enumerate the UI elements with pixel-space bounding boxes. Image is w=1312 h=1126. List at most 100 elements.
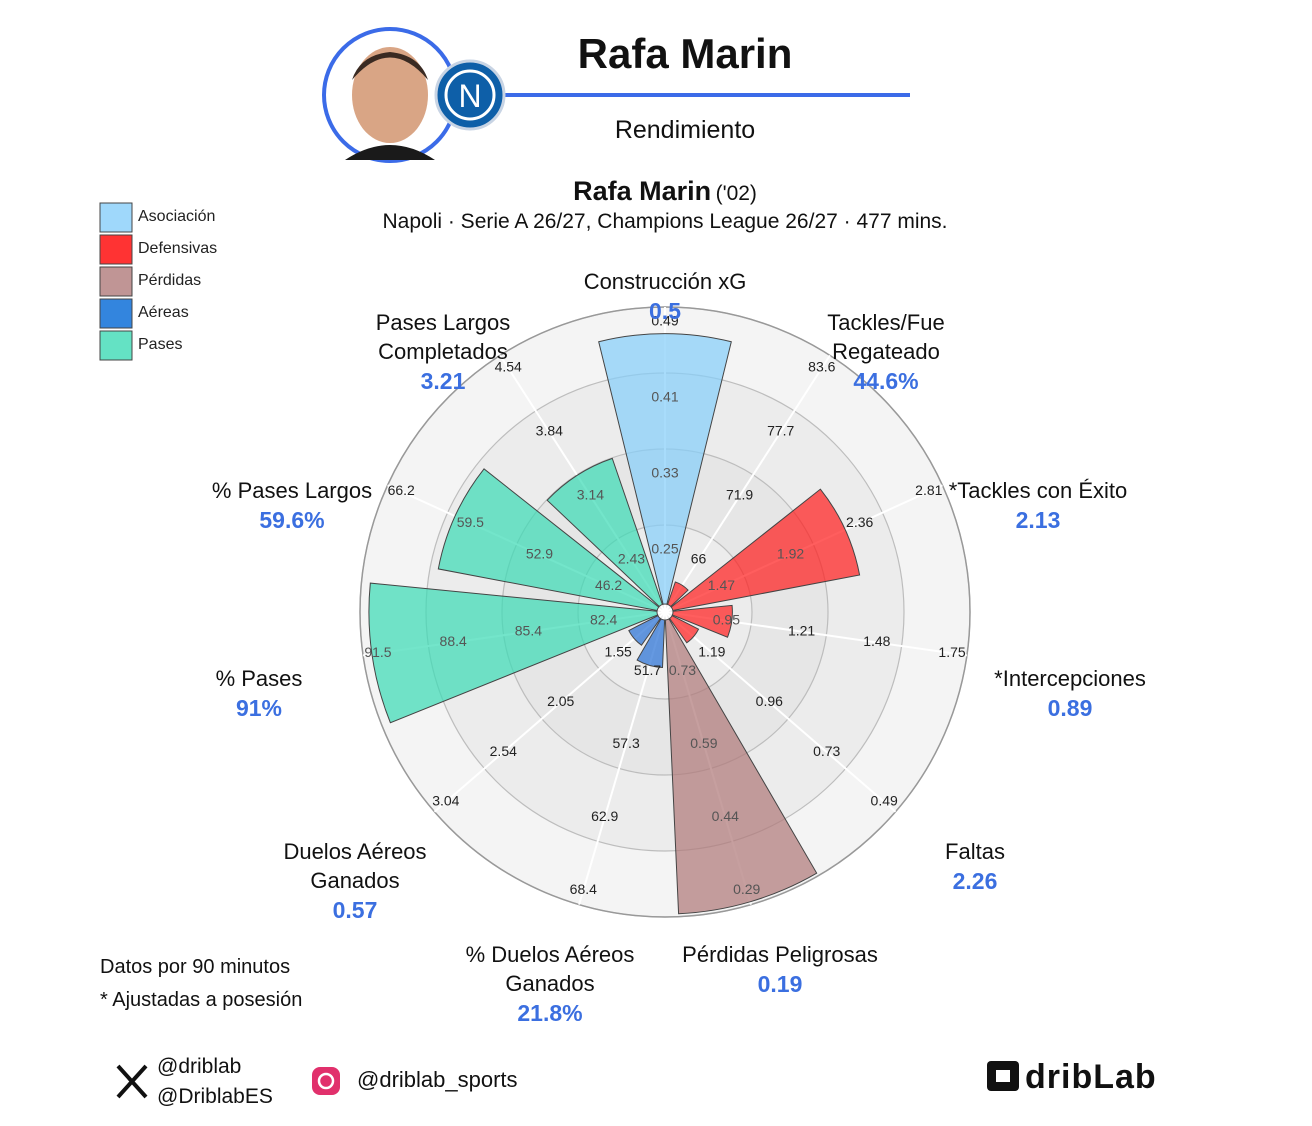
category-label: Duelos Aéreos Ganados bbox=[283, 839, 427, 893]
chart-subtitle: Napoli · Serie A 26/27, Champions League… bbox=[382, 210, 948, 233]
category-label: Faltas bbox=[945, 839, 1005, 864]
instagram-icon bbox=[312, 1067, 340, 1095]
player-shirt bbox=[345, 145, 435, 160]
bar bbox=[671, 604, 733, 638]
category-label: Tackles/Fue Regateado bbox=[827, 310, 945, 364]
note: * Ajustadas a posesión bbox=[100, 989, 303, 1011]
r-tick-label: 1.92 bbox=[777, 545, 804, 561]
r-tick-label: 91.5 bbox=[364, 644, 391, 660]
r-tick-label: 1.21 bbox=[788, 622, 815, 638]
category-label: Pases Largos Completados bbox=[375, 310, 511, 364]
value-label: 3.21 bbox=[420, 368, 466, 394]
value-label: 0.19 bbox=[757, 971, 803, 997]
r-tick-label: 3.04 bbox=[432, 793, 459, 809]
r-tick-label: 2.05 bbox=[547, 693, 574, 709]
r-tick-label: 0.59 bbox=[690, 735, 717, 751]
legend-label: Pases bbox=[138, 336, 182, 353]
bar bbox=[636, 618, 666, 668]
bar bbox=[670, 488, 861, 612]
x-handle: @driblab bbox=[157, 1055, 242, 1078]
value-label: 0.89 bbox=[1047, 695, 1093, 721]
value-label: 44.6% bbox=[853, 368, 919, 394]
legend-label: Aéreas bbox=[138, 304, 189, 321]
bar bbox=[546, 457, 664, 608]
bar bbox=[668, 614, 700, 644]
player-hair bbox=[352, 52, 428, 80]
legend-label: Defensivas bbox=[138, 240, 217, 257]
r-tick-label: 57.3 bbox=[612, 735, 639, 751]
value-label: 21.8% bbox=[517, 1000, 583, 1026]
r-tick-label: 62.9 bbox=[591, 808, 618, 824]
r-tick-label: 0.73 bbox=[813, 743, 840, 759]
r-tick-label: 0.49 bbox=[871, 793, 898, 809]
r-tick-label: 77.7 bbox=[767, 423, 794, 439]
r-tick-label: 1.47 bbox=[708, 577, 735, 593]
legend-swatch bbox=[99, 298, 133, 329]
legend-swatch bbox=[99, 266, 133, 297]
r-tick-label: 68.4 bbox=[570, 881, 597, 897]
r-tick-label: 1.48 bbox=[863, 633, 890, 649]
x-handle: @DriblabES bbox=[157, 1085, 273, 1108]
spoke bbox=[664, 354, 831, 613]
brand-icon-inner bbox=[996, 1070, 1010, 1082]
value-label: 2.13 bbox=[1015, 507, 1061, 533]
r-tick-label: 1.19 bbox=[698, 643, 725, 659]
r-tick-label: 2.43 bbox=[618, 551, 645, 567]
category-label: % Pases bbox=[215, 666, 303, 691]
spoke bbox=[664, 611, 897, 813]
category-label: Construcción xG bbox=[583, 269, 747, 294]
club-badge-ring bbox=[444, 69, 496, 121]
r-tick-label: 83.6 bbox=[808, 359, 835, 375]
r-tick-label: 66.2 bbox=[388, 482, 415, 498]
r-tick-label: 2.36 bbox=[846, 514, 873, 530]
value-label: 59.6% bbox=[259, 507, 325, 533]
r-tick-label: 88.4 bbox=[440, 633, 467, 649]
legend-swatch bbox=[99, 202, 133, 233]
r-tick-label: 3.14 bbox=[577, 487, 604, 503]
legend-swatch bbox=[99, 234, 133, 265]
r-tick-label: 52.9 bbox=[526, 545, 553, 561]
category-label: *Intercepciones bbox=[994, 666, 1146, 691]
r-tick-label: 0.73 bbox=[669, 662, 696, 678]
r-tick-label: 0.44 bbox=[712, 808, 739, 824]
legend-label: Asociación bbox=[138, 208, 215, 225]
value-label: 2.26 bbox=[952, 868, 998, 894]
r-tick-label: 46.2 bbox=[595, 577, 622, 593]
r-tick-label: 1.55 bbox=[605, 643, 632, 659]
bar bbox=[628, 614, 662, 646]
value-label: 0.5 bbox=[649, 298, 681, 324]
r-tick-label: 0.96 bbox=[756, 693, 783, 709]
category-label: *Tackles con Éxito bbox=[948, 478, 1128, 503]
value-label: 91% bbox=[235, 695, 283, 721]
r-tick-label: 59.5 bbox=[457, 514, 484, 530]
r-tick-label: 71.9 bbox=[726, 487, 753, 503]
note: Datos por 90 minutos bbox=[100, 956, 291, 978]
chart-title-suffix: ('02) bbox=[715, 182, 757, 205]
value-label: 0.57 bbox=[332, 897, 378, 923]
x-icon bbox=[116, 1064, 148, 1099]
r-tick-label: 0.33 bbox=[651, 465, 678, 481]
r-tick-label: 0.95 bbox=[713, 612, 740, 628]
club-badge-letter: N bbox=[458, 78, 481, 114]
brand-logo: dribLab bbox=[1025, 1058, 1157, 1096]
chart-title: Rafa Marin bbox=[573, 176, 712, 206]
category-label: % Duelos Aéreos Ganados bbox=[465, 942, 635, 996]
r-tick-label: 1.75 bbox=[938, 644, 965, 660]
r-tick-label: 66 bbox=[691, 551, 707, 567]
category-label: Pérdidas Peligrosas bbox=[682, 942, 878, 967]
r-tick-label: 51.7 bbox=[634, 662, 661, 678]
legend-swatch bbox=[99, 330, 133, 361]
page-subtitle: Rendimiento bbox=[614, 116, 756, 144]
bar bbox=[598, 333, 732, 605]
page-title: Rafa Marin bbox=[577, 30, 793, 77]
r-tick-label: 0.49 bbox=[651, 313, 678, 329]
r-tick-label: 4.54 bbox=[495, 359, 522, 375]
bar bbox=[437, 468, 660, 612]
r-tick-label: 2.81 bbox=[915, 482, 942, 498]
r-tick-label: 0.41 bbox=[651, 389, 678, 405]
bar bbox=[666, 581, 689, 608]
spoke bbox=[433, 611, 666, 813]
instagram-handle: @driblab_sports bbox=[357, 1067, 518, 1092]
